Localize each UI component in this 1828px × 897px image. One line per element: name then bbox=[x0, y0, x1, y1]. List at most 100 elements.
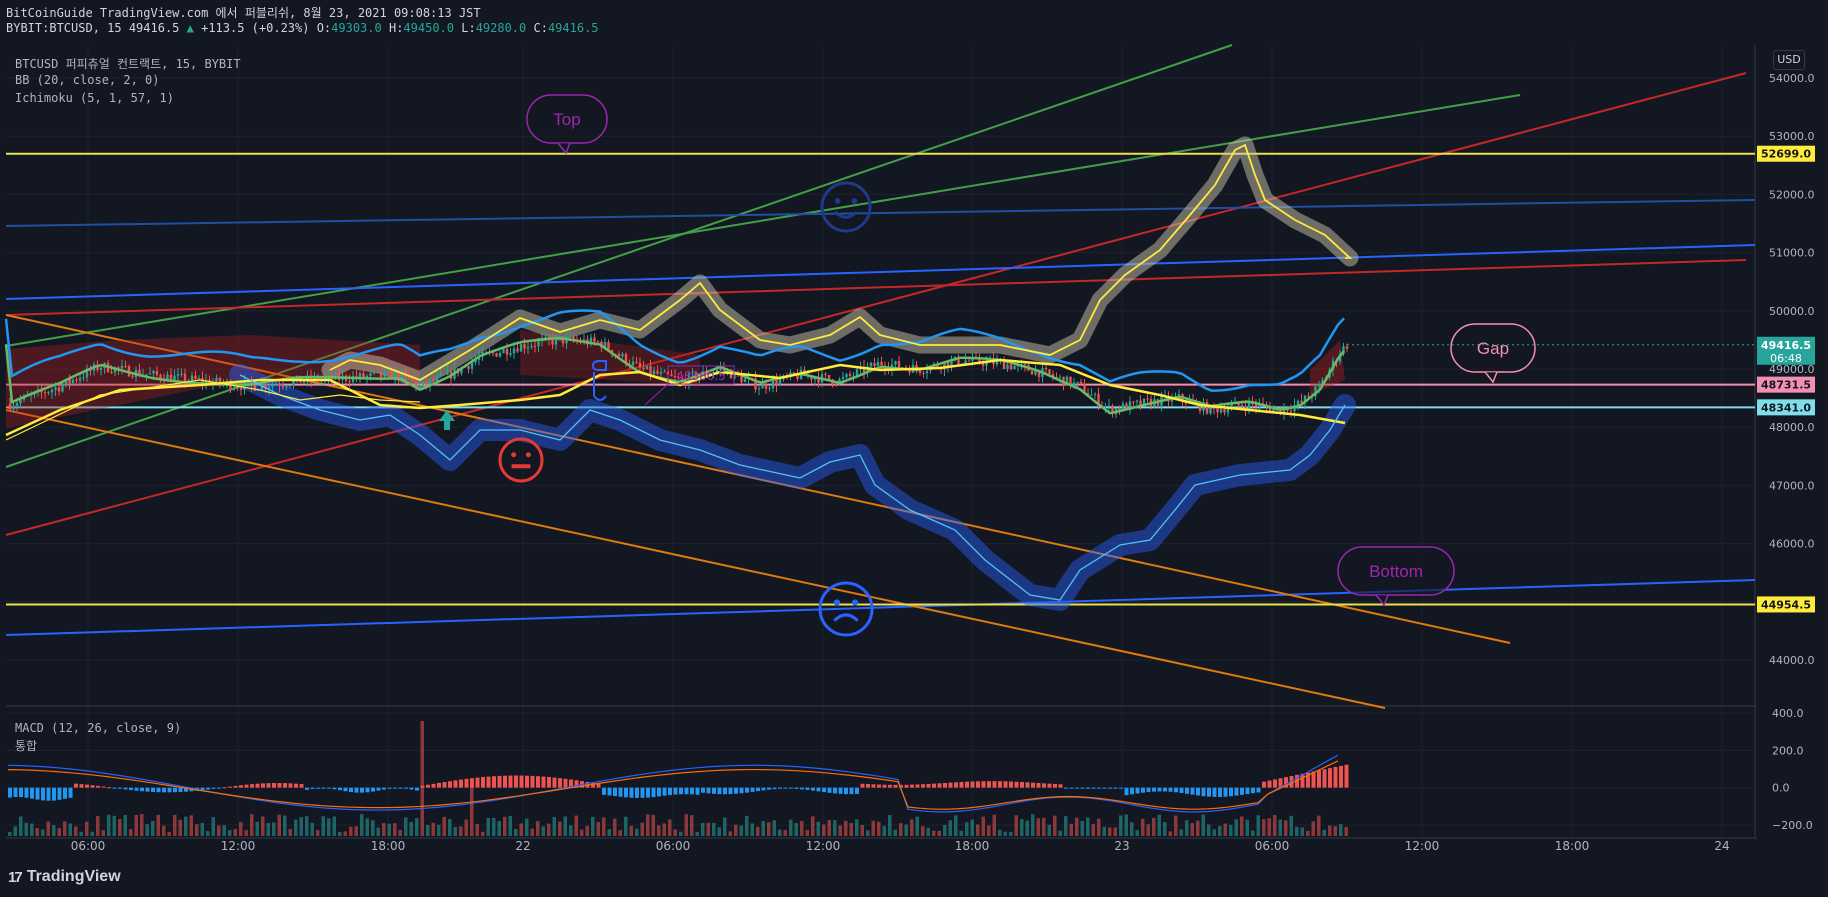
candle-body bbox=[393, 371, 397, 380]
candle-body bbox=[190, 375, 194, 381]
candle-body bbox=[726, 370, 729, 372]
candle-body bbox=[145, 374, 148, 376]
volume-bar bbox=[52, 825, 56, 836]
macd-histogram-bar bbox=[24, 787, 29, 798]
candle-body bbox=[729, 370, 733, 379]
callout-top[interactable]: Top bbox=[526, 94, 608, 155]
candle-body bbox=[421, 381, 425, 385]
volume-bar bbox=[1223, 823, 1227, 836]
macd-histogram-bar bbox=[866, 784, 870, 788]
trendline-orange bbox=[5, 409, 1386, 709]
volume-bar bbox=[910, 819, 914, 836]
candle-body bbox=[561, 336, 565, 344]
legend-macd[interactable]: MACD (12, 26, close, 9) bbox=[15, 721, 182, 735]
volume-bar bbox=[1108, 827, 1112, 836]
volume-bar bbox=[211, 817, 215, 836]
candle-body bbox=[232, 387, 236, 390]
candle-body bbox=[358, 373, 362, 378]
macd-histogram-bar bbox=[30, 787, 34, 799]
macd-histogram-bar bbox=[899, 784, 903, 788]
macd-histogram-bar bbox=[607, 787, 612, 796]
macd-histogram-bar bbox=[1058, 784, 1063, 788]
volume-bar bbox=[134, 814, 138, 836]
macd-histogram-bar bbox=[354, 787, 359, 793]
tradingview-logo[interactable]: 17 TradingView bbox=[8, 868, 121, 886]
candle-body bbox=[519, 344, 523, 352]
volume-bar bbox=[640, 822, 644, 836]
macd-axis-label: 0.0 bbox=[1772, 782, 1790, 795]
macd-histogram-bar bbox=[481, 777, 485, 788]
volume-bar bbox=[646, 814, 650, 836]
legend-ichimoku[interactable]: Ichimoku (5, 1, 57, 1) bbox=[15, 91, 174, 105]
candle-body bbox=[1240, 405, 1244, 407]
volume-bar bbox=[1229, 824, 1233, 836]
volume-bar bbox=[305, 816, 309, 836]
legend-main-series[interactable]: BTCUSD 퍼피츄얼 컨트랙트, 15, BYBIT bbox=[15, 57, 241, 71]
candle-body bbox=[411, 379, 414, 381]
candle-body bbox=[715, 369, 719, 373]
macd-histogram-bar bbox=[1025, 782, 1030, 788]
candle-body bbox=[180, 373, 183, 375]
macd-histogram-bar bbox=[1317, 770, 1321, 788]
macd-histogram-bar bbox=[459, 779, 463, 788]
candle-body bbox=[148, 373, 152, 375]
candle-body bbox=[1146, 398, 1149, 400]
callout-gap[interactable]: Gap bbox=[1450, 323, 1536, 384]
callout-bottom[interactable]: Bottom bbox=[1337, 546, 1455, 607]
macd-histogram-bar bbox=[679, 787, 683, 795]
candle-body bbox=[1128, 401, 1132, 410]
close-value: 49416.5 bbox=[547, 21, 599, 35]
macd-histogram-bar bbox=[228, 786, 232, 788]
volume-bar bbox=[233, 828, 237, 836]
volume-bar bbox=[1190, 823, 1194, 836]
candle-body bbox=[1247, 401, 1251, 410]
face-outline bbox=[820, 181, 872, 233]
volume-bar bbox=[580, 829, 584, 836]
volume-bar bbox=[178, 819, 182, 836]
volume-bar bbox=[948, 820, 952, 836]
candle-body bbox=[512, 348, 516, 354]
volume-bar bbox=[255, 821, 259, 836]
face-eye bbox=[851, 599, 859, 606]
volume-bar bbox=[112, 815, 116, 836]
candle-body bbox=[197, 378, 201, 380]
macd-histogram-bar bbox=[1207, 787, 1211, 797]
candle-body bbox=[1051, 374, 1055, 377]
macd-histogram-bar bbox=[552, 777, 557, 788]
candle-body bbox=[85, 368, 89, 378]
candle-body bbox=[978, 356, 981, 363]
price-tag-bg bbox=[1757, 596, 1815, 613]
candle-body bbox=[502, 349, 505, 354]
volume-bar bbox=[409, 821, 413, 836]
candle-body bbox=[491, 352, 495, 354]
macd-histogram-bar bbox=[129, 787, 133, 791]
currency-button[interactable]: USD bbox=[1773, 50, 1805, 70]
candle-body bbox=[442, 374, 446, 376]
macd-histogram-bar bbox=[871, 784, 876, 788]
candle-body bbox=[1177, 394, 1181, 397]
volume-bar bbox=[1130, 822, 1134, 836]
candle-body bbox=[78, 378, 82, 381]
macd-histogram-bar bbox=[778, 787, 782, 789]
legend-bollinger-bands[interactable]: BB (20, close, 2, 0) bbox=[15, 73, 160, 87]
volume-bar bbox=[547, 823, 551, 836]
candle-body bbox=[509, 353, 512, 355]
macd-histogram-bar bbox=[954, 782, 958, 788]
macd-histogram-bar bbox=[1003, 781, 1008, 788]
volume-bar bbox=[1058, 830, 1062, 836]
volume-bar bbox=[1075, 817, 1079, 836]
macd-histogram-bar bbox=[860, 783, 865, 788]
candle-body bbox=[775, 379, 778, 386]
price-tag-value: 49416.5 bbox=[1761, 339, 1811, 352]
macd-histogram-bar bbox=[145, 787, 150, 792]
volume-bar bbox=[602, 817, 606, 836]
macd-histogram-bar bbox=[530, 775, 535, 788]
macd-histogram-bar bbox=[437, 782, 441, 788]
macd-histogram-bar bbox=[222, 787, 227, 789]
macd-histogram-bar bbox=[822, 787, 826, 793]
volume-bar bbox=[1119, 815, 1123, 836]
volume-bar bbox=[470, 786, 474, 836]
volume-bar bbox=[1300, 827, 1304, 836]
low-value: 49280.0 bbox=[475, 21, 527, 35]
